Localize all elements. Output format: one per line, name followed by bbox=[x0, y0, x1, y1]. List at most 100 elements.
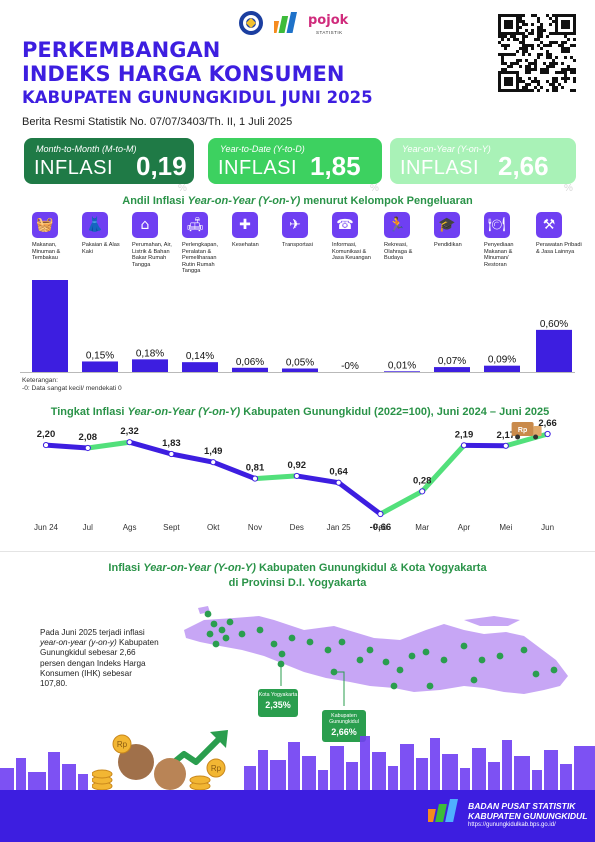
stethoscope-icon: ✚ bbox=[232, 212, 258, 238]
coin-rp-icon-2 bbox=[206, 758, 226, 778]
sofa-icon: 🛋 bbox=[182, 212, 208, 238]
line-value-label: 0,64 bbox=[329, 467, 348, 478]
yoy-line-chart: 2,20 Jun 24 2,08 Jul 2,32 Ags 1,83 Sept 1,49 Okt 0… bbox=[34, 418, 557, 533]
city-dot bbox=[460, 642, 468, 650]
city-dot bbox=[204, 610, 212, 618]
coin-rp-label: Rp bbox=[117, 740, 128, 749]
bar-0 bbox=[32, 280, 68, 372]
bar-value-label: 0,07% bbox=[438, 356, 466, 367]
city-dot bbox=[324, 646, 332, 654]
header-logos: pojok STATISTIK bbox=[238, 10, 368, 40]
bar-1 bbox=[82, 361, 118, 372]
city-dot bbox=[306, 638, 314, 646]
city-dot bbox=[550, 666, 558, 674]
money-bag-left-icon bbox=[118, 744, 154, 780]
city-dot bbox=[496, 652, 504, 660]
bar-value-label: 0,14% bbox=[186, 351, 214, 362]
bps-emblem-icon bbox=[239, 11, 263, 35]
line-point bbox=[377, 510, 384, 518]
line-point bbox=[84, 444, 91, 452]
map-label-gunungkidul-value: 2,66% bbox=[331, 727, 357, 737]
footer-org-name: BADAN PUSAT STATISTIK bbox=[468, 801, 576, 811]
line-value-label: 0,28 bbox=[413, 475, 432, 486]
note-heading: Keterangan: bbox=[22, 377, 58, 384]
line-value-label: 2,17 bbox=[497, 430, 516, 441]
line-segment bbox=[336, 480, 383, 517]
coin-rp-icon bbox=[112, 734, 132, 754]
bar-8 bbox=[434, 367, 470, 372]
line-point bbox=[419, 488, 426, 495]
line-segment bbox=[168, 451, 216, 465]
footer-url-link[interactable]: https://gunungkidulkab.bps.go.id/ bbox=[468, 822, 556, 828]
line-point bbox=[544, 430, 551, 438]
pojok-statistik-logo: pojok bbox=[308, 13, 349, 28]
line-category-label: Feb bbox=[374, 523, 388, 532]
city-dot bbox=[426, 682, 434, 690]
graduation-cap-icon: 🎓 bbox=[434, 212, 460, 238]
card-mtm-label: Month-to-Month (M-to-M) bbox=[36, 144, 137, 154]
bar-value-label: -0% bbox=[341, 361, 359, 372]
card-mtm: Month-to-Month (M-to-M) INFLASI 0,19 % bbox=[24, 138, 194, 194]
line-chart-title: Tingkat Inflasi Year-on-Year (Y-on-Y) Ka… bbox=[50, 406, 550, 418]
city-dot bbox=[226, 618, 234, 626]
city-dot bbox=[366, 646, 374, 654]
andil-bar-chart: 1,31%0,15%0,18%0,14%0,06%0,05%-0%0,01%0,… bbox=[32, 280, 572, 372]
line-point bbox=[210, 459, 217, 466]
line-category-label: Okt bbox=[207, 523, 220, 532]
card-ytd-unit: % bbox=[370, 183, 379, 194]
line-point bbox=[168, 450, 175, 458]
line-point bbox=[251, 475, 259, 482]
line-segment bbox=[210, 459, 258, 482]
smartphone-icon: ☎ bbox=[332, 212, 358, 238]
card-ytd: Year-to-Date (Y-to-D) INFLASI 1,85 % bbox=[208, 138, 382, 194]
city-dot bbox=[206, 630, 214, 638]
delivery-truck-icon: Rp bbox=[511, 422, 542, 440]
line-category-label: Jun bbox=[541, 523, 554, 532]
bar-4 bbox=[232, 367, 268, 372]
category-label: Informasi, Komunikasi & Jasa Keuangan bbox=[332, 242, 371, 262]
cloche-icon: 🍽 bbox=[484, 212, 510, 238]
line-value-label: 2,19 bbox=[455, 429, 474, 440]
title-line-3: KABUPATEN GUNUNGKIDUL JUNI 2025 bbox=[22, 88, 373, 107]
food-basket-icon: 🧺 bbox=[32, 212, 58, 238]
line-category-label: Nov bbox=[248, 523, 262, 532]
card-mtm-unit: % bbox=[178, 183, 187, 194]
map-label-kota-name: Kota Yogyakarta bbox=[258, 692, 298, 698]
city-dot bbox=[422, 648, 430, 656]
card-yoy-unit: % bbox=[564, 183, 573, 194]
andil-chart-title: Andil Inflasi Year-on-Year (Y-on-Y) menu… bbox=[122, 195, 473, 207]
category-label: Makanan, Minuman & Tembakau bbox=[32, 242, 61, 262]
footer-bps-logo-icon bbox=[428, 799, 458, 822]
java-island-shape bbox=[184, 616, 568, 694]
bar-3 bbox=[182, 362, 218, 372]
coins-moneybag-illustration: Rp Rp bbox=[92, 730, 228, 791]
city-dot bbox=[278, 650, 286, 658]
city-dot bbox=[222, 634, 230, 642]
bar-value-label: 0,05% bbox=[286, 357, 314, 368]
card-ytd-label: Year-to-Date (Y-to-D) bbox=[220, 144, 305, 154]
category-label: Transportasi bbox=[282, 242, 313, 248]
map-label-kota-yogyakarta: Kota Yogyakarta 2,35% bbox=[258, 689, 298, 717]
category-label: Pendidikan bbox=[434, 242, 462, 248]
line-point bbox=[293, 472, 300, 480]
line-category-label: Jul bbox=[83, 523, 93, 532]
airplane-icon: ✈ bbox=[282, 212, 308, 238]
map-city-dots bbox=[204, 610, 558, 690]
page-title: PERKEMBANGAN INDEKS HARGA KONSUMEN KABUP… bbox=[22, 38, 442, 110]
city-dot bbox=[478, 656, 486, 664]
city-dot bbox=[277, 660, 285, 668]
line-value-label: 1,83 bbox=[162, 438, 181, 449]
map-title: Inflasi Year-on-Year (Y-on-Y) Kabupaten … bbox=[108, 562, 487, 589]
gunungkidul-connector-line bbox=[334, 671, 345, 706]
bar-2 bbox=[132, 359, 168, 372]
tools-icon: ⚒ bbox=[536, 212, 562, 238]
money-bag-right-icon bbox=[154, 758, 186, 790]
bar-5 bbox=[282, 368, 318, 372]
line-segment bbox=[419, 442, 467, 494]
release-number: Berita Resmi Statistik No. 07/07/3403/Th… bbox=[22, 116, 293, 128]
line-category-label: Sept bbox=[163, 523, 180, 532]
city-dot bbox=[390, 682, 398, 690]
runner-icon: 🏃 bbox=[384, 212, 410, 238]
bar-7 bbox=[384, 371, 420, 372]
line-segment bbox=[43, 442, 91, 451]
